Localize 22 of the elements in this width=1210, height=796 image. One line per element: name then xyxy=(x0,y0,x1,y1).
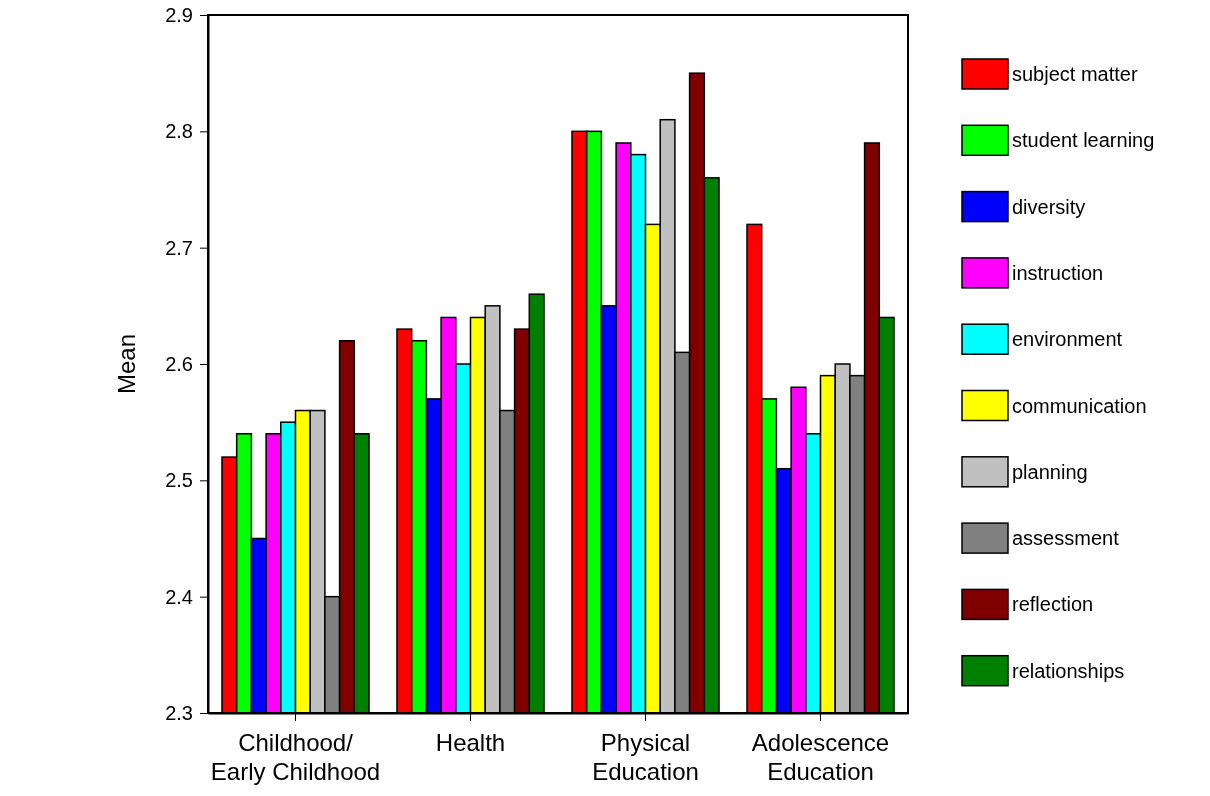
legend-label: assessment xyxy=(1012,527,1120,550)
x-tick-label: Physical Education xyxy=(592,729,699,785)
y-tick-label: 2.9 xyxy=(165,3,193,26)
y-tick-label: 2.8 xyxy=(165,120,193,143)
y-tick-label: 2.7 xyxy=(165,236,193,259)
legend-label: diversity xyxy=(1012,195,1086,218)
x-tick-label: Childhood/ Early Childhood xyxy=(210,729,381,785)
legend-label: environment xyxy=(1012,328,1123,351)
legend-label: planning xyxy=(1012,460,1088,483)
y-tick-label: 2.5 xyxy=(165,469,193,492)
y-tick-label: 2.4 xyxy=(165,585,193,608)
legend-label: instruction xyxy=(1012,261,1104,284)
y-axis-title: Mean xyxy=(113,333,140,395)
legend-label: reflection xyxy=(1012,593,1094,616)
legend-label: communication xyxy=(1012,394,1147,417)
x-tick-label: Adolescence Education xyxy=(751,729,890,785)
y-tick-label: 2.6 xyxy=(165,352,193,375)
legend-label: subject matter xyxy=(1012,63,1138,85)
legend-label: relationships xyxy=(1012,659,1125,682)
x-tick-label: Health xyxy=(435,729,506,756)
y-tick-label: 2.3 xyxy=(165,701,193,724)
legend-label: student learning xyxy=(1012,129,1155,152)
